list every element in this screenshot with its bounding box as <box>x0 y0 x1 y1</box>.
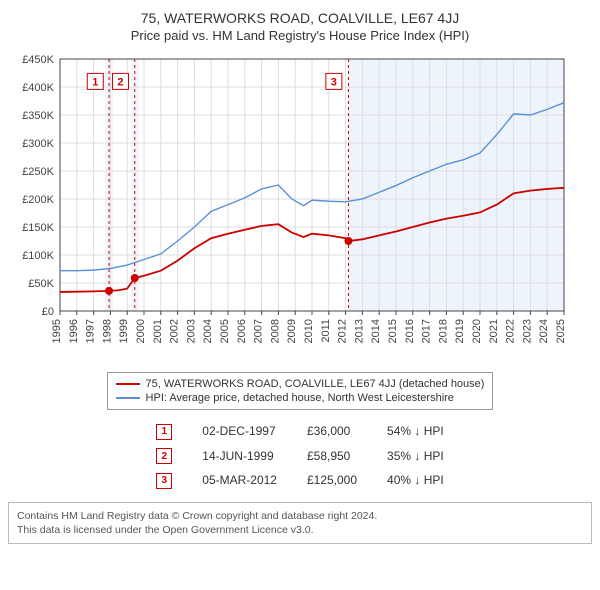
svg-text:£0: £0 <box>42 306 54 318</box>
chart-container: £0 £50K £100K £150K £200K £250K £300K £350K £400… <box>8 51 592 366</box>
svg-text:£150K: £150K <box>22 222 54 234</box>
marker-row: 1 02-DEC-1997£36,00054% ↓ HPI <box>142 420 457 443</box>
svg-text:£250K: £250K <box>22 166 54 178</box>
svg-text:2: 2 <box>117 76 123 88</box>
legend-swatch-hpi <box>116 397 140 399</box>
marker-date: 02-DEC-1997 <box>188 420 291 443</box>
marker-price: £36,000 <box>293 420 371 443</box>
svg-text:1998: 1998 <box>101 319 113 343</box>
price-chart: £0 £50K £100K £150K £200K £250K £300K £350K £400… <box>8 51 568 361</box>
svg-text:2018: 2018 <box>437 319 449 343</box>
svg-text:2000: 2000 <box>135 319 147 343</box>
marker-badge: 3 <box>156 473 172 489</box>
marker-delta: 40% ↓ HPI <box>373 469 458 492</box>
svg-text:2023: 2023 <box>521 319 533 343</box>
svg-text:2025: 2025 <box>555 319 567 343</box>
svg-text:2002: 2002 <box>169 319 181 343</box>
svg-text:2024: 2024 <box>538 319 550 343</box>
legend-label-price: 75, WATERWORKS ROAD, COALVILLE, LE67 4JJ… <box>146 378 485 390</box>
svg-text:1997: 1997 <box>85 319 97 343</box>
marker-price: £58,950 <box>293 445 371 468</box>
svg-text:1: 1 <box>92 76 98 88</box>
svg-text:2020: 2020 <box>471 319 483 343</box>
svg-text:2017: 2017 <box>421 319 433 343</box>
svg-text:2001: 2001 <box>152 319 164 343</box>
svg-text:2011: 2011 <box>320 319 332 343</box>
svg-text:£50K: £50K <box>28 278 54 290</box>
svg-text:1999: 1999 <box>118 319 130 343</box>
svg-text:2022: 2022 <box>505 319 517 343</box>
legend-row-price: 75, WATERWORKS ROAD, COALVILLE, LE67 4JJ… <box>116 377 485 391</box>
marker-date: 14-JUN-1999 <box>188 445 291 468</box>
svg-text:2013: 2013 <box>353 319 365 343</box>
svg-text:1995: 1995 <box>51 319 63 343</box>
svg-text:£450K: £450K <box>22 54 54 66</box>
footnote: Contains HM Land Registry data © Crown c… <box>8 502 592 544</box>
svg-text:2004: 2004 <box>202 319 214 343</box>
svg-text:£200K: £200K <box>22 194 54 206</box>
marker-row: 2 14-JUN-1999£58,95035% ↓ HPI <box>142 445 457 468</box>
svg-text:2012: 2012 <box>337 319 349 343</box>
svg-text:2009: 2009 <box>286 319 298 343</box>
markers-table: 1 02-DEC-1997£36,00054% ↓ HPI 2 14-JUN-1999… <box>140 418 459 494</box>
svg-text:2015: 2015 <box>387 319 399 343</box>
marker-badge: 1 <box>156 424 172 440</box>
svg-text:2003: 2003 <box>185 319 197 343</box>
svg-text:£300K: £300K <box>22 138 54 150</box>
svg-text:£100K: £100K <box>22 250 54 262</box>
svg-text:3: 3 <box>331 76 337 88</box>
marker-delta: 54% ↓ HPI <box>373 420 458 443</box>
svg-text:2014: 2014 <box>370 319 382 343</box>
svg-text:£400K: £400K <box>22 82 54 94</box>
svg-text:2016: 2016 <box>404 319 416 343</box>
svg-text:£350K: £350K <box>22 110 54 122</box>
marker-row: 3 05-MAR-2012£125,00040% ↓ HPI <box>142 469 457 492</box>
svg-text:2007: 2007 <box>253 319 265 343</box>
legend-row-hpi: HPI: Average price, detached house, Nort… <box>116 391 485 405</box>
legend: 75, WATERWORKS ROAD, COALVILLE, LE67 4JJ… <box>107 372 494 410</box>
footnote-line2: This data is licensed under the Open Gov… <box>17 523 583 537</box>
legend-label-hpi: HPI: Average price, detached house, Nort… <box>146 392 454 404</box>
page-subtitle: Price paid vs. HM Land Registry's House … <box>8 28 592 43</box>
footnote-line1: Contains HM Land Registry data © Crown c… <box>17 509 583 523</box>
svg-text:2006: 2006 <box>236 319 248 343</box>
svg-text:2008: 2008 <box>269 319 281 343</box>
svg-text:2005: 2005 <box>219 319 231 343</box>
svg-text:1996: 1996 <box>68 319 80 343</box>
marker-badge: 2 <box>156 448 172 464</box>
svg-text:2010: 2010 <box>303 319 315 343</box>
svg-text:2021: 2021 <box>488 319 500 343</box>
marker-date: 05-MAR-2012 <box>188 469 291 492</box>
svg-text:2019: 2019 <box>454 319 466 343</box>
marker-price: £125,000 <box>293 469 371 492</box>
page-title: 75, WATERWORKS ROAD, COALVILLE, LE67 4JJ <box>8 10 592 26</box>
legend-swatch-price <box>116 383 140 385</box>
marker-delta: 35% ↓ HPI <box>373 445 458 468</box>
